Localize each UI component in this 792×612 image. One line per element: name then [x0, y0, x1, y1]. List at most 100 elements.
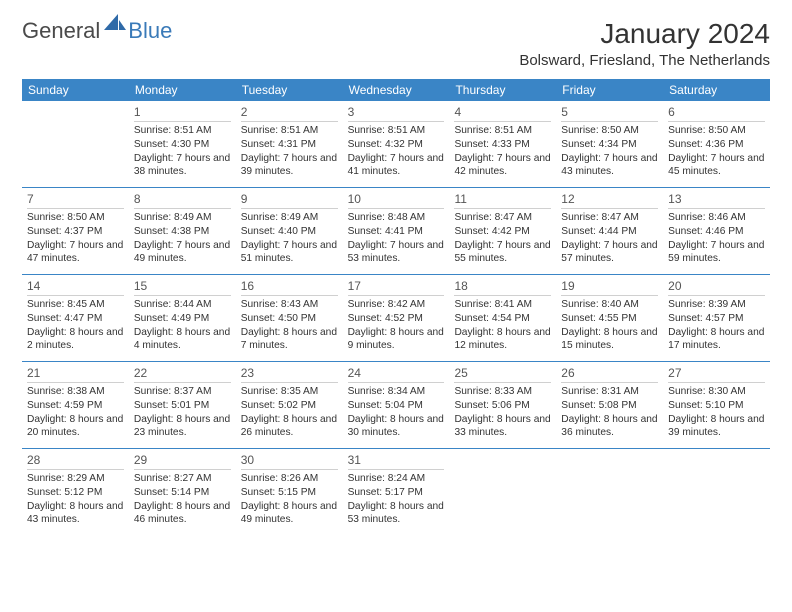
- sunset-text: Sunset: 5:01 PM: [134, 399, 231, 413]
- day-number: 6: [668, 104, 765, 122]
- sunrise-text: Sunrise: 8:43 AM: [241, 298, 338, 312]
- sunrise-text: Sunrise: 8:42 AM: [348, 298, 445, 312]
- daylight-text: Daylight: 7 hours and 42 minutes.: [454, 152, 551, 180]
- sunrise-text: Sunrise: 8:51 AM: [134, 124, 231, 138]
- day-cell: 13Sunrise: 8:46 AMSunset: 4:46 PMDayligh…: [663, 188, 770, 274]
- day-number: 11: [454, 191, 551, 209]
- sunset-text: Sunset: 4:40 PM: [241, 225, 338, 239]
- sunset-text: Sunset: 4:37 PM: [27, 225, 124, 239]
- day-header-sun: Sunday: [22, 79, 129, 101]
- daylight-text: Daylight: 8 hours and 36 minutes.: [561, 413, 658, 441]
- sunset-text: Sunset: 5:02 PM: [241, 399, 338, 413]
- daylight-text: Daylight: 8 hours and 9 minutes.: [348, 326, 445, 354]
- day-number: 9: [241, 191, 338, 209]
- daylight-text: Daylight: 8 hours and 30 minutes.: [348, 413, 445, 441]
- day-header-row: Sunday Monday Tuesday Wednesday Thursday…: [22, 79, 770, 101]
- day-cell: 23Sunrise: 8:35 AMSunset: 5:02 PMDayligh…: [236, 362, 343, 448]
- sunrise-text: Sunrise: 8:39 AM: [668, 298, 765, 312]
- daylight-text: Daylight: 8 hours and 49 minutes.: [241, 500, 338, 528]
- day-number: 27: [668, 365, 765, 383]
- day-cell: [663, 449, 770, 535]
- day-number: 31: [348, 452, 445, 470]
- header: General Blue January 2024 Bolsward, Frie…: [22, 18, 770, 69]
- daylight-text: Daylight: 8 hours and 7 minutes.: [241, 326, 338, 354]
- daylight-text: Daylight: 7 hours and 51 minutes.: [241, 239, 338, 267]
- daylight-text: Daylight: 8 hours and 43 minutes.: [27, 500, 124, 528]
- sunrise-text: Sunrise: 8:35 AM: [241, 385, 338, 399]
- day-number: 19: [561, 278, 658, 296]
- day-header-wed: Wednesday: [343, 79, 450, 101]
- week-row: 21Sunrise: 8:38 AMSunset: 4:59 PMDayligh…: [22, 362, 770, 449]
- sunset-text: Sunset: 5:17 PM: [348, 486, 445, 500]
- day-cell: 7Sunrise: 8:50 AMSunset: 4:37 PMDaylight…: [22, 188, 129, 274]
- sunset-text: Sunset: 4:42 PM: [454, 225, 551, 239]
- daylight-text: Daylight: 7 hours and 49 minutes.: [134, 239, 231, 267]
- day-cell: 11Sunrise: 8:47 AMSunset: 4:42 PMDayligh…: [449, 188, 556, 274]
- day-cell: 19Sunrise: 8:40 AMSunset: 4:55 PMDayligh…: [556, 275, 663, 361]
- daylight-text: Daylight: 8 hours and 20 minutes.: [27, 413, 124, 441]
- sunset-text: Sunset: 4:55 PM: [561, 312, 658, 326]
- sunset-text: Sunset: 5:04 PM: [348, 399, 445, 413]
- sunrise-text: Sunrise: 8:40 AM: [561, 298, 658, 312]
- daylight-text: Daylight: 8 hours and 46 minutes.: [134, 500, 231, 528]
- sunrise-text: Sunrise: 8:24 AM: [348, 472, 445, 486]
- day-cell: 22Sunrise: 8:37 AMSunset: 5:01 PMDayligh…: [129, 362, 236, 448]
- sunrise-text: Sunrise: 8:31 AM: [561, 385, 658, 399]
- sunset-text: Sunset: 4:54 PM: [454, 312, 551, 326]
- day-header-sat: Saturday: [663, 79, 770, 101]
- daylight-text: Daylight: 8 hours and 12 minutes.: [454, 326, 551, 354]
- sunset-text: Sunset: 4:44 PM: [561, 225, 658, 239]
- day-number: 5: [561, 104, 658, 122]
- sunrise-text: Sunrise: 8:49 AM: [134, 211, 231, 225]
- day-number: 2: [241, 104, 338, 122]
- day-header-tue: Tuesday: [236, 79, 343, 101]
- sunset-text: Sunset: 5:15 PM: [241, 486, 338, 500]
- day-number: 28: [27, 452, 124, 470]
- day-number: 17: [348, 278, 445, 296]
- day-number: 20: [668, 278, 765, 296]
- sunrise-text: Sunrise: 8:48 AM: [348, 211, 445, 225]
- day-number: 30: [241, 452, 338, 470]
- day-cell: 9Sunrise: 8:49 AMSunset: 4:40 PMDaylight…: [236, 188, 343, 274]
- sunset-text: Sunset: 4:49 PM: [134, 312, 231, 326]
- daylight-text: Daylight: 7 hours and 59 minutes.: [668, 239, 765, 267]
- day-cell: 2Sunrise: 8:51 AMSunset: 4:31 PMDaylight…: [236, 101, 343, 187]
- sunset-text: Sunset: 4:50 PM: [241, 312, 338, 326]
- day-number: 1: [134, 104, 231, 122]
- sunrise-text: Sunrise: 8:45 AM: [27, 298, 124, 312]
- daylight-text: Daylight: 7 hours and 43 minutes.: [561, 152, 658, 180]
- sunrise-text: Sunrise: 8:34 AM: [348, 385, 445, 399]
- day-cell: 26Sunrise: 8:31 AMSunset: 5:08 PMDayligh…: [556, 362, 663, 448]
- daylight-text: Daylight: 7 hours and 45 minutes.: [668, 152, 765, 180]
- daylight-text: Daylight: 8 hours and 23 minutes.: [134, 413, 231, 441]
- sunrise-text: Sunrise: 8:50 AM: [561, 124, 658, 138]
- day-cell: 4Sunrise: 8:51 AMSunset: 4:33 PMDaylight…: [449, 101, 556, 187]
- day-header-mon: Monday: [129, 79, 236, 101]
- week-row: 28Sunrise: 8:29 AMSunset: 5:12 PMDayligh…: [22, 449, 770, 535]
- day-number: 26: [561, 365, 658, 383]
- daylight-text: Daylight: 8 hours and 39 minutes.: [668, 413, 765, 441]
- day-number: 12: [561, 191, 658, 209]
- day-cell: 20Sunrise: 8:39 AMSunset: 4:57 PMDayligh…: [663, 275, 770, 361]
- sunrise-text: Sunrise: 8:26 AM: [241, 472, 338, 486]
- sunrise-text: Sunrise: 8:33 AM: [454, 385, 551, 399]
- day-cell: 3Sunrise: 8:51 AMSunset: 4:32 PMDaylight…: [343, 101, 450, 187]
- sunset-text: Sunset: 4:46 PM: [668, 225, 765, 239]
- sunset-text: Sunset: 4:52 PM: [348, 312, 445, 326]
- day-number: 22: [134, 365, 231, 383]
- logo: General Blue: [22, 18, 172, 44]
- logo-text-general: General: [22, 18, 100, 44]
- day-number: 3: [348, 104, 445, 122]
- day-number: 14: [27, 278, 124, 296]
- day-cell: 18Sunrise: 8:41 AMSunset: 4:54 PMDayligh…: [449, 275, 556, 361]
- day-cell: 8Sunrise: 8:49 AMSunset: 4:38 PMDaylight…: [129, 188, 236, 274]
- sunset-text: Sunset: 5:06 PM: [454, 399, 551, 413]
- day-cell: [556, 449, 663, 535]
- week-row: 1Sunrise: 8:51 AMSunset: 4:30 PMDaylight…: [22, 101, 770, 188]
- sunset-text: Sunset: 5:14 PM: [134, 486, 231, 500]
- daylight-text: Daylight: 7 hours and 55 minutes.: [454, 239, 551, 267]
- day-number: 25: [454, 365, 551, 383]
- sunrise-text: Sunrise: 8:30 AM: [668, 385, 765, 399]
- day-number: 23: [241, 365, 338, 383]
- day-cell: 1Sunrise: 8:51 AMSunset: 4:30 PMDaylight…: [129, 101, 236, 187]
